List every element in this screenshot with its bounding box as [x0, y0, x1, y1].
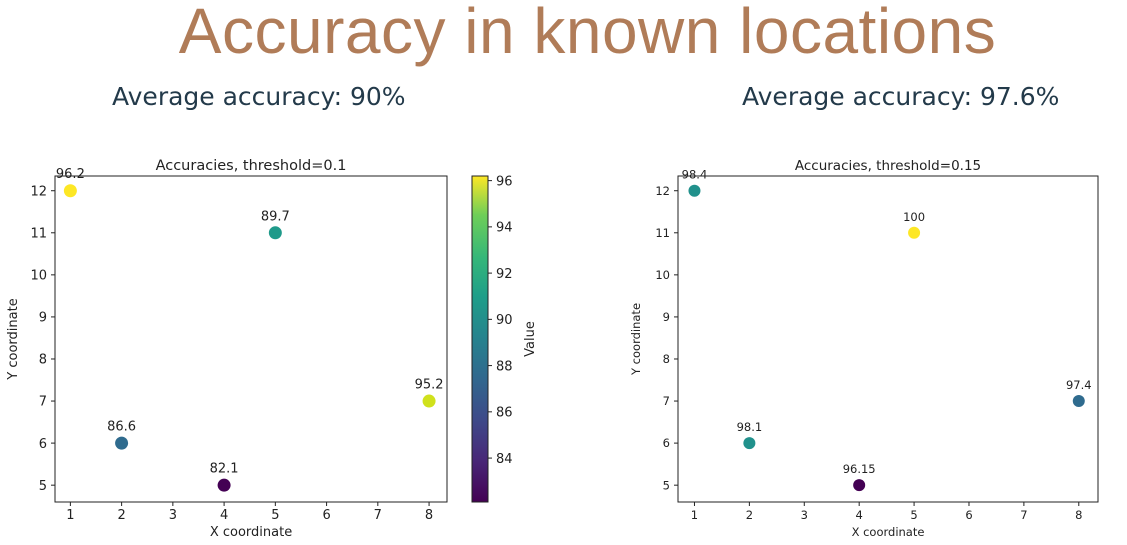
data-point — [217, 478, 231, 492]
y-tick-label: 6 — [663, 436, 670, 450]
x-tick-label: 8 — [1075, 508, 1082, 522]
colorbar-label: Value — [523, 321, 538, 357]
data-label: 89.7 — [261, 209, 290, 224]
y-tick-label: 12 — [30, 184, 47, 199]
colorbar-tick-label: 84 — [496, 452, 513, 467]
x-tick-label: 4 — [220, 508, 228, 523]
data-label: 82.1 — [210, 462, 239, 477]
page-title: Accuracy in known locations — [178, 0, 997, 67]
colorbar-tick-label: 90 — [496, 313, 513, 328]
y-tick-label: 10 — [30, 269, 47, 284]
x-tick-label: 1 — [691, 508, 698, 522]
data-point — [115, 436, 129, 450]
x-tick-label: 1 — [66, 508, 74, 523]
y-axis-label: Y coordinate — [629, 303, 643, 376]
average-accuracy-right: Average accuracy: 97.6% — [742, 82, 1060, 111]
average-accuracy-left: Average accuracy: 90% — [112, 82, 406, 111]
colorbar — [471, 175, 489, 503]
x-axis-label: X coordinate — [852, 525, 925, 539]
y-tick-label: 7 — [663, 394, 670, 408]
data-point — [853, 479, 866, 492]
x-tick-label: 3 — [169, 508, 177, 523]
chart-title-0: Accuracies, threshold=0.1 — [156, 158, 347, 174]
x-tick-label: 7 — [1020, 508, 1027, 522]
y-tick-label: 5 — [39, 479, 47, 494]
colorbar-tick-label: 86 — [496, 406, 513, 421]
x-axis-label: X coordinate — [210, 525, 292, 540]
data-label: 96.15 — [843, 462, 876, 476]
colorbar-tick-label: 88 — [496, 359, 513, 374]
x-tick-label: 7 — [374, 508, 382, 523]
x-tick-label: 6 — [322, 508, 330, 523]
y-tick-label: 7 — [39, 395, 47, 410]
data-point — [1072, 395, 1085, 408]
x-tick-label: 4 — [856, 508, 863, 522]
data-point — [908, 226, 921, 239]
colorbar-tick-label: 96 — [496, 174, 513, 189]
x-tick-label: 2 — [117, 508, 125, 523]
data-label: 97.4 — [1066, 378, 1092, 392]
y-tick-label: 8 — [663, 352, 670, 366]
y-axis-label: Y coordinate — [6, 298, 21, 380]
y-tick-label: 8 — [39, 353, 47, 368]
data-point — [268, 226, 282, 240]
colorbar-tick-label: 92 — [496, 267, 513, 282]
chart-title-1: Accuracies, threshold=0.15 — [795, 158, 981, 174]
data-label: 100 — [903, 210, 925, 224]
y-tick-label: 11 — [30, 226, 47, 241]
data-label: 95.2 — [415, 378, 444, 393]
data-label: 96.2 — [56, 167, 85, 182]
y-tick-label: 10 — [655, 268, 670, 282]
x-tick-label: 6 — [965, 508, 972, 522]
y-tick-label: 9 — [663, 310, 670, 324]
x-tick-label: 3 — [801, 508, 808, 522]
x-tick-label: 2 — [746, 508, 753, 522]
colorbar-tick-label: 94 — [496, 221, 513, 236]
data-point — [688, 184, 701, 197]
y-tick-label: 5 — [663, 478, 670, 492]
y-tick-label: 11 — [655, 226, 670, 240]
data-point — [743, 437, 756, 450]
x-tick-label: 5 — [271, 508, 279, 523]
x-tick-label: 8 — [425, 508, 433, 523]
y-tick-label: 12 — [655, 184, 670, 198]
y-tick-label: 6 — [39, 437, 47, 452]
plot-frame-0 — [54, 175, 448, 503]
data-label: 86.6 — [107, 420, 136, 435]
data-point — [63, 184, 77, 198]
plot-frame-1 — [677, 175, 1099, 503]
data-label: 98.4 — [682, 168, 708, 182]
x-tick-label: 5 — [910, 508, 917, 522]
data-point — [422, 394, 436, 408]
data-label: 98.1 — [737, 420, 763, 434]
y-tick-label: 9 — [39, 311, 47, 326]
